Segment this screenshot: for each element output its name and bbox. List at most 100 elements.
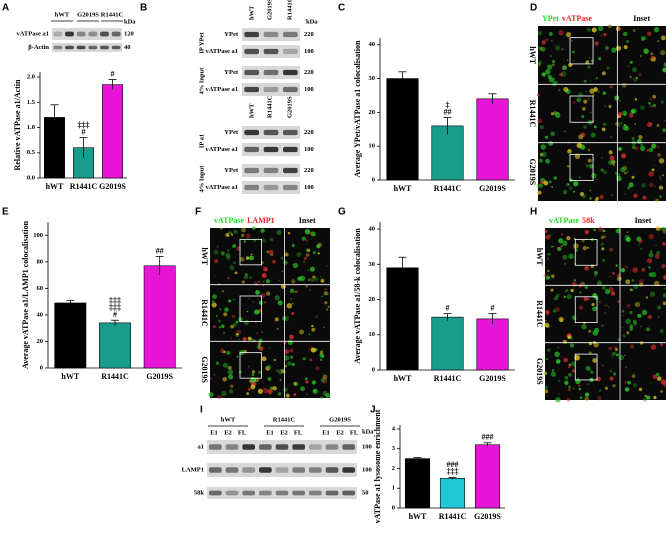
micro-speck: [247, 365, 250, 368]
micro-speck: [267, 376, 272, 382]
micro-speck: [309, 358, 313, 362]
micro-speck: [573, 243, 579, 249]
annotation: ‡: [446, 100, 450, 109]
panel-letter: J: [370, 405, 376, 416]
micro-speck: [569, 343, 575, 348]
micro-speck: [578, 387, 582, 391]
y-tick-label: 40: [369, 41, 376, 48]
micro-speck: [262, 284, 265, 287]
x-tick-label: R1441C: [434, 374, 462, 383]
micro-speck: [325, 291, 329, 296]
micro-speck: [610, 136, 613, 138]
panel-letter: B: [140, 3, 147, 14]
micro-speck: [541, 151, 547, 158]
micro-speck: [555, 45, 561, 51]
micro-speck: [211, 300, 215, 303]
stain-label: vATPase LAMP1: [214, 216, 275, 225]
row-label: hWT: [535, 248, 544, 266]
micro-speck: [603, 122, 607, 126]
micro-speck: [648, 272, 653, 277]
micro-speck: [539, 152, 544, 157]
x-tick-label: hWT: [61, 372, 79, 381]
roi-box: [239, 238, 263, 266]
row-label: YPet: [224, 69, 239, 76]
blot-band: [275, 444, 289, 450]
micro-speck: [550, 131, 555, 137]
micro-speck: [564, 380, 569, 385]
micro-speck: [567, 59, 569, 61]
micro-speck: [547, 348, 551, 352]
y-tick-label: 40: [369, 226, 376, 233]
micro-speck: [618, 147, 622, 151]
micro-speck: [303, 260, 306, 263]
micro-speck: [618, 124, 621, 127]
micro-speck: [274, 317, 279, 322]
y-axis-label: Average vATPase a1/LAMP1 colocalisation: [21, 221, 30, 369]
lane-label: FL: [294, 429, 303, 436]
micro-speck: [660, 390, 663, 393]
panel-letter: I: [200, 405, 203, 416]
micro-speck: [657, 40, 660, 42]
micro-speck: [249, 255, 254, 261]
micro-speck: [223, 350, 226, 354]
micro-speck: [571, 50, 575, 54]
micro-speck: [550, 245, 554, 248]
micro-speck: [571, 369, 576, 373]
micro-speck: [258, 370, 262, 375]
marker: 100: [304, 48, 314, 55]
micro-speck: [283, 387, 288, 392]
micro-speck: [659, 195, 662, 199]
micro-speck: [566, 294, 572, 300]
micro-speck: [654, 254, 660, 259]
lane-label: E2: [224, 429, 232, 436]
micro-speck: [563, 130, 566, 133]
micro-speck: [595, 42, 598, 45]
micro-speck: [638, 239, 643, 244]
micro-speck: [600, 242, 605, 246]
micro-speck: [540, 46, 546, 52]
micro-speck: [609, 85, 613, 89]
micro-speck: [545, 158, 551, 164]
micro-speck: [637, 139, 642, 144]
micro-speck: [320, 278, 325, 283]
micro-speck: [286, 302, 293, 309]
micro-speck: [608, 160, 614, 166]
micro-speck: [655, 372, 660, 377]
row-label: β-Actin: [28, 44, 49, 51]
micro-speck: [633, 283, 639, 290]
micro-speck: [247, 387, 251, 391]
micro-speck: [599, 194, 604, 200]
micro-speck: [281, 270, 284, 273]
micro-speck: [620, 167, 626, 173]
micro-speck: [587, 148, 590, 152]
micro-speck: [568, 253, 574, 260]
micro-speck: [550, 288, 554, 292]
micro-speck: [549, 234, 552, 236]
micro-speck: [583, 99, 588, 104]
micro-speck: [320, 358, 323, 362]
micro-speck: [656, 376, 662, 381]
micro-speck: [625, 366, 627, 369]
micro-speck: [574, 153, 581, 159]
micro-speck: [631, 288, 634, 292]
micro-speck: [266, 291, 271, 296]
micro-speck: [556, 112, 559, 115]
micro-speck: [608, 150, 613, 155]
micro-speck: [602, 229, 606, 233]
micro-speck: [584, 392, 590, 397]
micro-speck: [262, 238, 266, 243]
blot-band: [325, 490, 339, 496]
row-label: hWT: [200, 247, 209, 265]
micro-speck: [218, 326, 222, 329]
section-label: 4% Input: [198, 67, 205, 95]
micro-speck: [544, 385, 548, 390]
lane-label: E1: [266, 429, 274, 436]
micro-speck: [560, 233, 564, 236]
micro-speck: [540, 144, 547, 150]
micro-speck: [612, 271, 616, 275]
micro-speck: [606, 304, 608, 306]
blot-band: [292, 444, 305, 450]
stain: LAMP1: [247, 216, 275, 225]
micro-speck: [634, 123, 636, 125]
row-label: YPet: [224, 129, 239, 136]
